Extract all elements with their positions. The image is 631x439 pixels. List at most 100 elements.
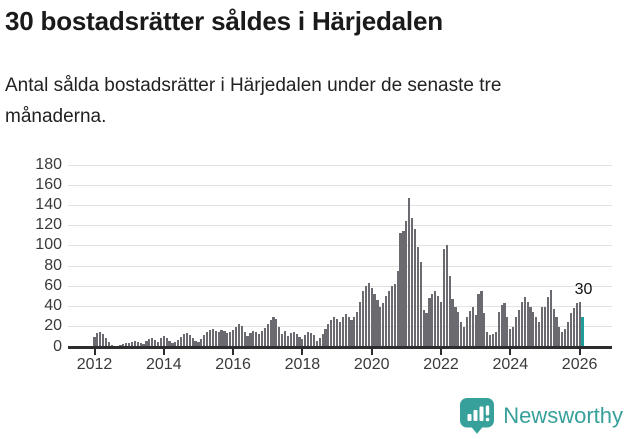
y-axis-tick-label: 60 <box>44 276 62 294</box>
bar <box>385 296 388 347</box>
bar <box>543 306 547 347</box>
bar <box>379 306 382 347</box>
y-axis-tick-label: 40 <box>44 297 62 315</box>
bar-chart-pin-icon <box>460 398 495 434</box>
bar <box>177 339 180 347</box>
page-title: 30 bostadsrätter såldes i Härjedalen <box>5 6 443 36</box>
bar <box>194 340 197 347</box>
bar <box>286 335 290 347</box>
bar <box>451 299 454 347</box>
x-axis-tick <box>509 348 512 355</box>
bar <box>298 336 301 347</box>
bar <box>437 296 440 347</box>
bar <box>486 331 489 347</box>
bar <box>474 314 477 347</box>
bar <box>569 312 573 347</box>
bar <box>107 341 111 347</box>
bar <box>356 311 359 347</box>
bar <box>125 342 128 347</box>
bar <box>249 332 252 347</box>
bar <box>324 328 327 347</box>
bar <box>312 334 316 347</box>
bar <box>535 316 538 347</box>
x-axis-tick-label: 2016 <box>215 356 251 373</box>
bar <box>434 291 437 347</box>
bar <box>408 198 411 347</box>
y-axis-tick-label: 140 <box>35 195 62 213</box>
x-axis-tick-label: 2014 <box>146 356 182 373</box>
y-axis-tick-label: 120 <box>35 216 62 234</box>
bar <box>483 312 486 347</box>
bar <box>460 321 463 347</box>
last-bar-value-label: 30 <box>574 280 593 298</box>
bar <box>578 301 581 347</box>
bar <box>159 337 162 347</box>
x-axis-line <box>68 346 612 349</box>
bar <box>500 304 503 347</box>
bar <box>148 338 151 347</box>
bar <box>232 329 235 347</box>
bar <box>413 228 417 347</box>
x-axis-tick-label: 2026 <box>561 356 598 373</box>
bar <box>171 342 174 347</box>
bar <box>405 220 408 347</box>
bar <box>203 334 206 347</box>
bar <box>448 276 451 347</box>
bar <box>396 271 399 347</box>
bar <box>422 309 425 347</box>
bar <box>214 330 217 347</box>
x-axis-tick <box>578 348 581 355</box>
bar <box>540 306 544 347</box>
highlighted-bar <box>581 316 584 347</box>
bar <box>428 298 431 347</box>
bar <box>200 338 203 347</box>
bar <box>514 316 518 347</box>
bar <box>226 332 229 347</box>
bar <box>529 306 532 347</box>
bar <box>318 337 321 347</box>
bar <box>367 283 370 347</box>
bar <box>338 321 342 347</box>
bar <box>301 338 304 347</box>
bar <box>151 337 154 347</box>
newsworthy-logo-link[interactable]: Newsworthy <box>460 398 623 434</box>
bar <box>327 323 330 347</box>
bar <box>278 326 281 347</box>
gridline <box>68 265 612 267</box>
y-axis-tick-label: 180 <box>35 155 62 173</box>
bar <box>520 301 523 347</box>
gridline <box>68 164 612 166</box>
bar <box>382 302 385 347</box>
bar <box>156 341 160 347</box>
gridline <box>68 285 612 287</box>
chart-subtitle: Antal sålda bostadsrätter i Härjedalen u… <box>5 75 502 128</box>
bar <box>223 330 226 347</box>
x-axis-tick-label: 2024 <box>492 356 529 373</box>
bar <box>526 301 529 347</box>
bar <box>387 291 391 347</box>
bar <box>416 246 419 347</box>
bar <box>361 291 365 347</box>
bar <box>191 337 194 347</box>
bar <box>321 333 324 347</box>
bar <box>145 340 148 347</box>
bar <box>517 309 521 347</box>
y-axis-tick-label: 100 <box>35 236 62 254</box>
bar <box>292 331 295 347</box>
gridline <box>68 245 612 247</box>
bar <box>532 311 535 347</box>
bar <box>564 328 567 347</box>
bar <box>182 333 186 347</box>
bar <box>252 330 255 347</box>
bar <box>104 337 108 347</box>
bar <box>217 331 220 347</box>
bar <box>281 333 284 347</box>
bar <box>133 340 137 347</box>
bar <box>99 331 102 347</box>
bar <box>206 331 209 347</box>
bar <box>174 341 177 347</box>
y-axis-tick-label: 0 <box>53 337 62 355</box>
bar <box>347 316 350 347</box>
gridline <box>68 204 612 206</box>
gridline <box>68 306 612 308</box>
